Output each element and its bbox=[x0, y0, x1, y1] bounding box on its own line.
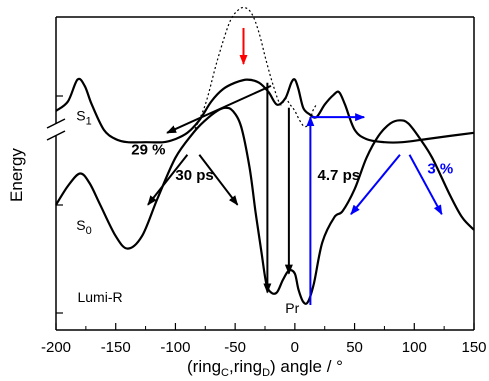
annotations: S1 S0 Lumi-R Pr 29 % 30 ps 4.7 ps 3 % bbox=[76, 107, 453, 315]
axis-break-mark-2 bbox=[46, 130, 66, 141]
annotation: S1 bbox=[76, 107, 91, 127]
arrows bbox=[147, 27, 443, 305]
curve-s1 bbox=[55, 77, 475, 144]
x-tick-label: -100 bbox=[160, 339, 190, 356]
x-tick-label: -200 bbox=[41, 339, 71, 356]
curve-s0 bbox=[55, 106, 475, 305]
annotation: 3 % bbox=[427, 161, 453, 178]
annotation: S0 bbox=[76, 217, 91, 237]
annotation: 30 ps bbox=[175, 167, 213, 184]
transition-arrow bbox=[408, 154, 443, 216]
x-tick-label: 0 bbox=[291, 339, 299, 356]
transition-arrow bbox=[198, 154, 239, 206]
y-axis-label: Energy bbox=[7, 148, 26, 202]
transition-arrow bbox=[166, 84, 272, 134]
x-tick-label: 100 bbox=[402, 339, 427, 356]
curves bbox=[55, 6, 475, 305]
axis-break-mark-1 bbox=[46, 118, 66, 129]
x-tick-label: -150 bbox=[101, 339, 131, 356]
transition-arrow bbox=[147, 154, 189, 206]
annotation: Pr bbox=[285, 300, 299, 316]
x-axis-label: (ringC,ringD) angle / ° bbox=[187, 357, 343, 379]
x-tick-label: 50 bbox=[346, 339, 363, 356]
annotation: 4.7 ps bbox=[318, 167, 361, 184]
x-tick-label: -50 bbox=[224, 339, 246, 356]
x-axis-ticks: -200 -150 -100 -50 0 50 100 150 bbox=[41, 323, 487, 356]
annotation: Lumi-R bbox=[77, 289, 122, 305]
annotation: 29 % bbox=[131, 142, 165, 159]
x-tick-label: 150 bbox=[461, 339, 486, 356]
transition-arrow bbox=[350, 154, 401, 215]
